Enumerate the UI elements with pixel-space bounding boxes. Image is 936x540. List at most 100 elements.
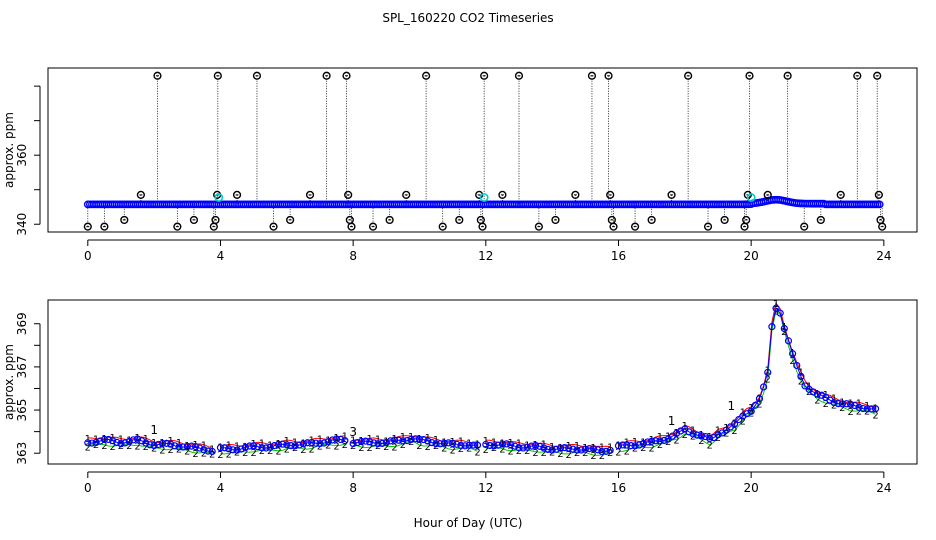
- top-outlier-point: [347, 222, 356, 231]
- top-outlier-point: [783, 71, 792, 80]
- series-3-point: [444, 439, 453, 447]
- bottom-y-tick-label: 365: [15, 399, 29, 422]
- series-3-point: [693, 431, 701, 439]
- top-outlier-point: [630, 222, 640, 231]
- series-label-annotation: 3: [349, 425, 357, 439]
- series-3-point: [366, 438, 374, 446]
- series-3-point: [502, 440, 511, 448]
- series-3-point: [797, 372, 805, 381]
- series-3-point: [494, 441, 502, 449]
- series-2-point: 2: [416, 441, 422, 452]
- series-3-line: [220, 438, 346, 451]
- series-3-point: [154, 440, 162, 449]
- series-2-point: 2: [624, 446, 630, 457]
- series-2-point: 2: [508, 447, 514, 458]
- series-2-point: 2: [715, 433, 721, 444]
- series-1-point: 1: [458, 436, 464, 447]
- top-outlier-point: [402, 190, 411, 199]
- series-3-point: [196, 444, 204, 452]
- top-outlier-point: [344, 190, 353, 199]
- series-2-point: 2: [284, 445, 290, 456]
- series-1-point: 1: [607, 443, 613, 454]
- top-y-tick-label: 340: [15, 213, 29, 236]
- series-3-point: [465, 441, 473, 449]
- top-outlier-point: [305, 190, 315, 199]
- series-2-point: 2: [259, 446, 265, 457]
- series-2-point: 2: [192, 449, 198, 460]
- series-3-point: [486, 441, 494, 450]
- series-3-point: [818, 391, 826, 399]
- top-outlier-point: [703, 222, 713, 231]
- series-label-annotation: 1: [668, 414, 676, 428]
- series-2-point: 2: [242, 448, 248, 459]
- series-3-point: [432, 440, 440, 448]
- series-3-point: [656, 437, 664, 445]
- series-3-point: [386, 437, 395, 445]
- top-y-axis-label: approx. ppm: [2, 112, 16, 188]
- series-3-point: [531, 441, 540, 450]
- series-3-point: [473, 441, 482, 449]
- top-outlier-point: [153, 71, 162, 80]
- series-2-point: 2: [856, 407, 862, 418]
- series-1-point: 1: [449, 437, 455, 448]
- series-3-point: [395, 436, 403, 444]
- top-outlier-point: [173, 222, 182, 231]
- series-3-point: [183, 442, 191, 451]
- series-2-point: 2: [740, 416, 746, 427]
- top-outlier-point: [422, 71, 431, 80]
- series-3-point: [150, 441, 158, 450]
- top-outlier-point: [83, 222, 92, 231]
- series-3-point: [266, 443, 274, 451]
- series-2-point: 2: [101, 441, 107, 452]
- series-3-point: [544, 445, 552, 454]
- series-3-point: [125, 437, 133, 445]
- top-outlier-point: [800, 222, 809, 231]
- series-3-point: [548, 446, 556, 454]
- series-3-point: [577, 446, 585, 454]
- series-3-point: [109, 437, 117, 445]
- series-3-point: [776, 309, 784, 317]
- top-highlight-point: [479, 193, 489, 202]
- series-2-point: 2: [367, 443, 373, 454]
- series-3-point: [614, 442, 623, 450]
- series-2-point: 2: [789, 356, 795, 367]
- series-3-point: [789, 350, 797, 358]
- series-1-point: 1: [109, 433, 115, 444]
- top-outlier-point: [684, 71, 693, 80]
- series-3-point: [225, 445, 233, 453]
- top-outlier-point: [534, 222, 543, 231]
- series-2-point: 2: [325, 441, 331, 452]
- series-3-point: [714, 431, 722, 439]
- series-3-point: [142, 439, 150, 447]
- series-1-point: 1: [516, 439, 522, 450]
- series-2-point: 2: [723, 428, 729, 439]
- top-outlier-point: [514, 71, 524, 80]
- series-3-point: [308, 439, 316, 447]
- top-data-point: [875, 200, 884, 209]
- series-2-point: 2: [566, 450, 572, 461]
- series-3-point: [399, 437, 407, 445]
- series-3-point: [341, 437, 349, 445]
- series-3-point: [158, 439, 167, 448]
- series-2-point: 2: [383, 442, 389, 453]
- series-3-line: [485, 443, 611, 452]
- top-x-tick-label: 0: [84, 249, 92, 263]
- series-2-point: 2: [798, 376, 804, 387]
- series-3-point: [349, 439, 357, 448]
- top-x-tick-label: 4: [217, 249, 225, 263]
- series-2-point: 2: [765, 374, 771, 385]
- top-outlier-point: [745, 71, 754, 80]
- series-3-point: [453, 440, 461, 448]
- series-1-line: [618, 301, 876, 445]
- series-3-point: [834, 400, 842, 408]
- series-3-point: [104, 435, 113, 444]
- series-2-point: 2: [483, 445, 489, 456]
- series-3-point: [602, 447, 610, 455]
- series-3-line: [87, 438, 213, 452]
- bottom-x-tick-label: 4: [217, 481, 225, 495]
- series-3-point: [283, 441, 291, 449]
- series-3-point: [96, 437, 104, 445]
- series-3-point: [171, 442, 179, 450]
- series-3-point: [643, 438, 652, 446]
